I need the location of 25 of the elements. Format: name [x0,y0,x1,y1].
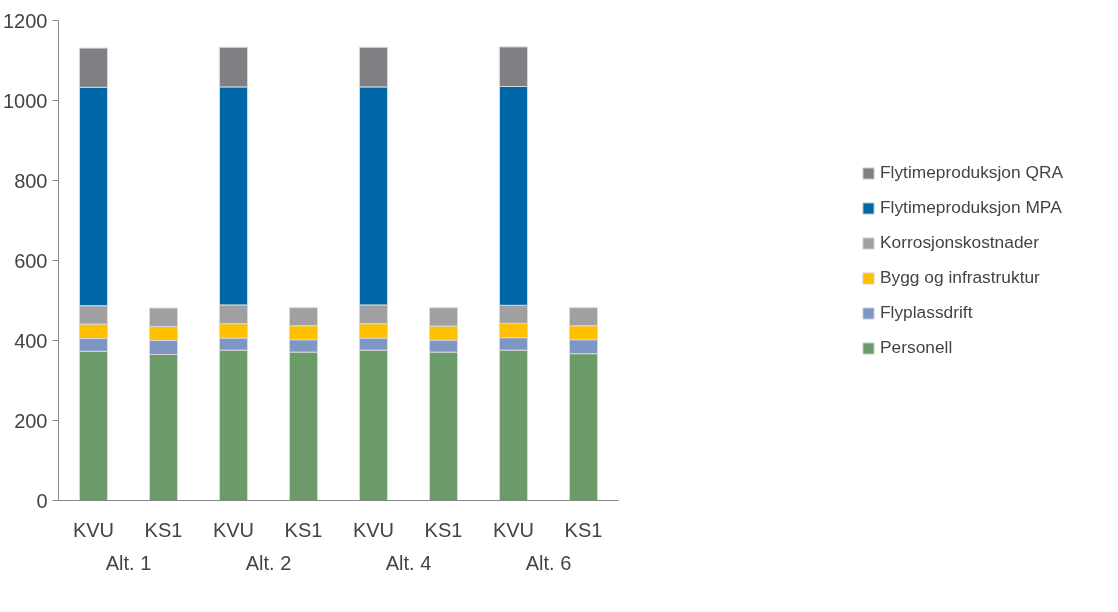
x-tick-label: KS1 [284,518,323,541]
legend-label: Personell [880,337,953,358]
legend-label: Korrosjonskostnader [880,232,1039,253]
y-tick-label: 600 [14,249,48,272]
text: Alt. 6 [525,551,572,574]
x-tick-label: KVU [492,518,535,541]
x-tick-label: KS1 [424,518,463,541]
x-tick-label: KVU [352,518,395,541]
legend-label: Bygg og infrastruktur [880,267,1040,288]
text: Alt. 4 [385,551,432,574]
y-tick-label: 1000 [3,89,48,112]
x-tick-label: KVU [72,518,115,541]
x-tick-label: KS1 [144,518,183,541]
legend-label: Flytimeproduksjon MPA [880,197,1062,218]
legend-label: Flytimeproduksjon QRA [880,162,1063,183]
x-tick-label: KS1 [564,518,603,541]
y-tick-label: 0 [36,489,48,512]
y-tick-label: 200 [14,409,48,432]
y-tick-label: 800 [14,169,48,192]
y-tick-label: 1200 [3,9,48,32]
legend-label: Flyplassdrift [880,302,973,323]
y-tick-label: 400 [14,329,48,352]
text: Alt. 1 [105,551,152,574]
x-tick-label: KVU [212,518,255,541]
text: Alt. 2 [245,551,292,574]
